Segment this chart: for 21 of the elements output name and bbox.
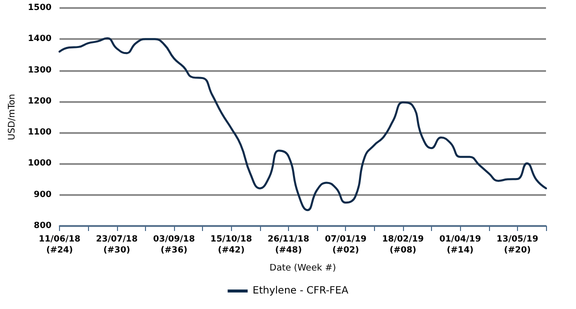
x-tick-label: 03/09/18 (#36) bbox=[153, 234, 195, 256]
y-tick-label: 800 bbox=[34, 221, 52, 231]
y-axis-title: USD/mTon bbox=[8, 94, 18, 140]
x-axis-title: Date (Week #) bbox=[270, 264, 336, 274]
line-series bbox=[58, 37, 547, 212]
y-tick-label: 1100 bbox=[28, 128, 52, 138]
x-tick-label: 15/10/18 (#42) bbox=[210, 234, 252, 256]
legend-label: Ethylene - CFR-FEA bbox=[252, 286, 348, 296]
x-tick-label: 26/11/18 (#48) bbox=[268, 234, 310, 256]
y-tick-label: 1000 bbox=[28, 158, 52, 169]
y-tick-label: 1300 bbox=[28, 65, 52, 76]
y-tick-label: 1400 bbox=[28, 34, 52, 44]
y-tick-label: 1500 bbox=[28, 3, 52, 13]
x-tick-label: 11/06/18 (#24) bbox=[38, 234, 80, 256]
y-tick-label: 1200 bbox=[28, 96, 52, 106]
x-tick-label: 23/07/18 (#30) bbox=[96, 234, 138, 256]
x-tick-label: 13/05/19 (#20) bbox=[496, 234, 538, 256]
x-tick-label: 18/02/19 (#08) bbox=[382, 234, 424, 256]
y-tick-label: 900 bbox=[34, 190, 52, 200]
x-tick-label: 01/04/19 (#14) bbox=[439, 234, 482, 256]
x-tick-label: 07/01/19 (#02) bbox=[324, 234, 367, 256]
